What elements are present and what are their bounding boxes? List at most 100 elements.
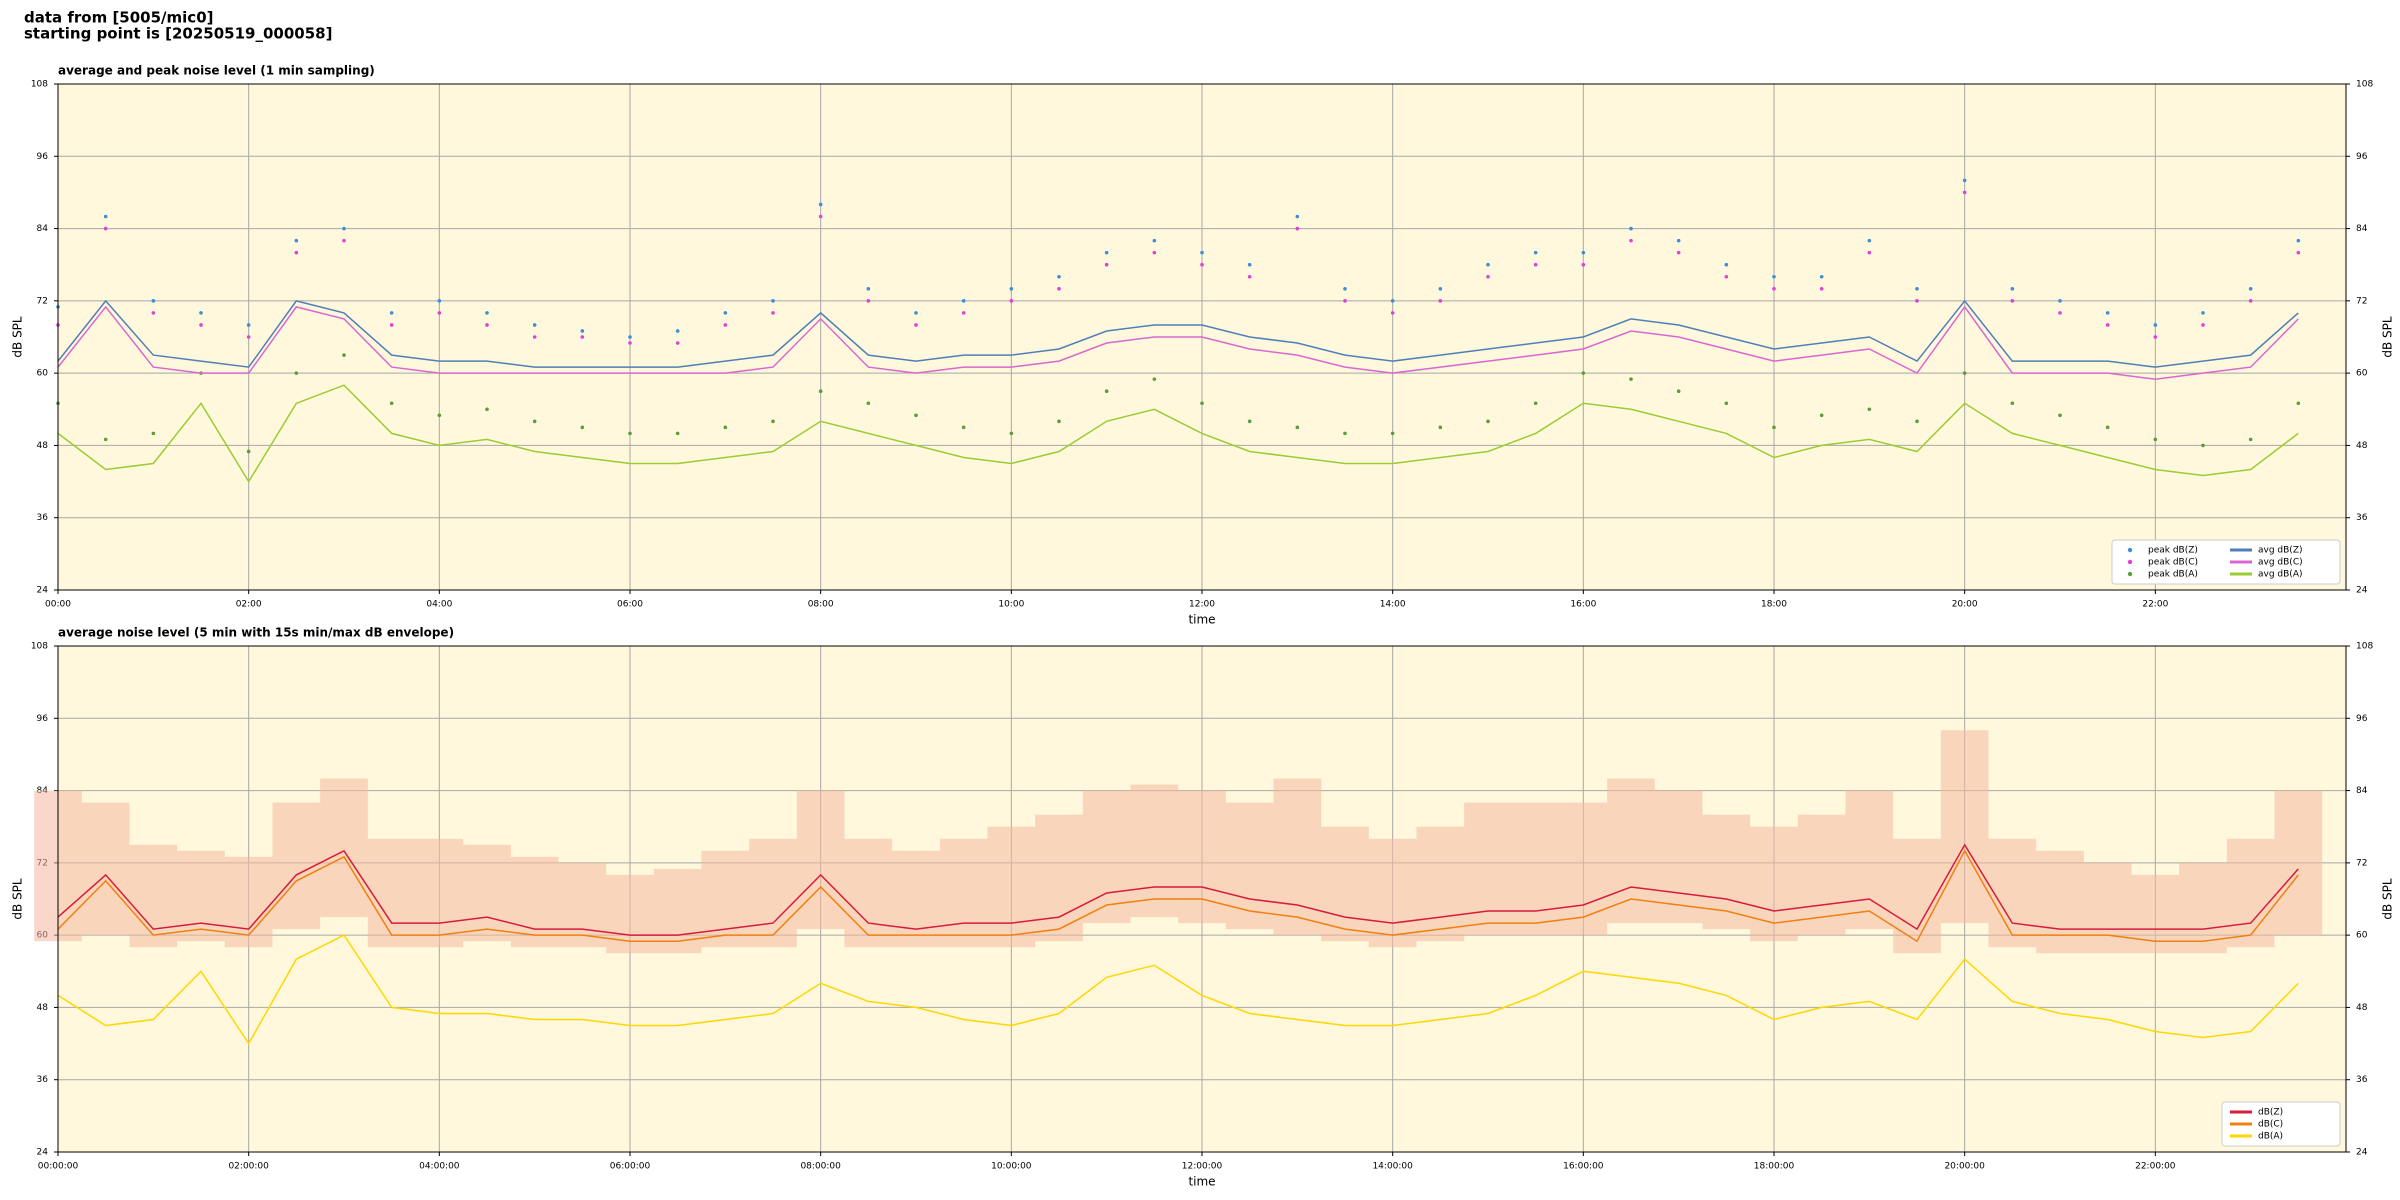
peak-marker: [1772, 274, 1776, 279]
peak-marker: [342, 238, 346, 243]
envelope-band: [939, 838, 988, 948]
envelope-band: [367, 838, 416, 948]
legend-label: dB(Z): [2258, 1108, 2283, 1118]
envelope-band: [892, 850, 940, 948]
x-tick-label: 06:00: [617, 600, 643, 610]
peak-marker: [1200, 250, 1204, 255]
peak-marker: [532, 323, 537, 327]
peak-marker: [723, 425, 728, 430]
envelope-band: [1845, 790, 1894, 930]
peak-marker: [818, 389, 823, 394]
peak-marker: [1152, 377, 1157, 381]
y-axis-label: dB SPL: [2381, 878, 2395, 920]
envelope-band: [2131, 874, 2180, 954]
peak-marker: [1152, 238, 1157, 243]
envelope-band: [2274, 790, 2323, 936]
peak-marker: [1057, 274, 1061, 279]
envelope-band: [1511, 802, 1560, 936]
envelope-band: [1654, 790, 1703, 924]
peak-marker: [1724, 262, 1729, 267]
x-tick-label: 22:00:00: [2135, 1162, 2176, 1172]
peak-marker: [1486, 274, 1490, 279]
peak-marker: [199, 311, 203, 315]
x-axis-label: time: [1188, 613, 1215, 627]
peak-marker: [580, 335, 585, 339]
peak-marker: [2248, 299, 2253, 303]
plot-frame: [57, 83, 2347, 591]
peak-marker: [914, 323, 918, 327]
envelope-band: [987, 826, 1036, 948]
peak-marker: [1343, 299, 1347, 303]
legend-label: dB(C): [2258, 1120, 2283, 1130]
peak-marker: [1819, 274, 1824, 279]
y-tick-label: 48: [2356, 1003, 2368, 1013]
peak-marker: [818, 202, 823, 207]
peak-marker: [1343, 287, 1347, 291]
envelope-band: [129, 844, 178, 948]
peak-marker: [2010, 299, 2015, 303]
y-tick-label: 48: [37, 1003, 49, 1013]
peak-marker: [1819, 413, 1824, 418]
y-axis-label: dB SPL: [11, 316, 25, 358]
peak-marker: [1200, 401, 1204, 406]
x-tick-label: 20:00:00: [1944, 1162, 1985, 1172]
peak-marker: [1247, 274, 1252, 279]
peak-marker: [151, 299, 156, 303]
envelope-band: [1988, 838, 2037, 948]
peak-marker: [818, 214, 823, 219]
y-tick-label: 96: [37, 714, 49, 724]
peak-marker: [2296, 401, 2301, 406]
series-line: [57, 305, 2299, 380]
envelope-band: [1368, 838, 1417, 948]
peak-marker: [2058, 413, 2062, 418]
peak-marker: [675, 341, 680, 345]
peak-marker: [771, 299, 775, 303]
peak-marker: [1629, 226, 1633, 231]
peak-marker: [1724, 274, 1729, 279]
envelope-band: [749, 838, 797, 948]
peak-marker: [1438, 287, 1443, 291]
series-line: [57, 299, 2299, 368]
peak-marker: [1629, 238, 1633, 243]
x-tick-label: 04:00:00: [419, 1162, 460, 1172]
y-tick-label: 72: [37, 296, 48, 306]
peak-marker: [1295, 425, 1300, 430]
envelope-band: [1940, 730, 1989, 924]
peak-marker: [437, 299, 442, 303]
peak-marker: [1867, 250, 1872, 255]
y-tick-label: 108: [2356, 80, 2373, 90]
x-tick-label: 18:00:00: [1754, 1162, 1795, 1172]
peak-marker: [723, 311, 728, 315]
envelope-band: [1750, 826, 1798, 942]
peak-marker: [628, 341, 632, 345]
peak-marker: [2153, 323, 2158, 327]
peak-marker: [866, 299, 871, 303]
x-tick-label: 14:00: [1380, 600, 1406, 610]
header-line: starting point is [20250519_000058]: [24, 25, 332, 43]
peak-marker: [1533, 401, 1538, 406]
peak-marker: [1676, 250, 1681, 255]
peak-marker: [1343, 431, 1347, 436]
x-tick-label: 20:00: [1952, 600, 1978, 610]
peak-marker: [485, 407, 489, 412]
peak-marker: [1676, 389, 1681, 394]
y-tick-label: 36: [37, 513, 49, 523]
legend-label: peak dB(C): [2148, 558, 2198, 568]
peak-marker: [1295, 214, 1300, 219]
y-axis-label: dB SPL: [2381, 316, 2395, 358]
y-tick-label: 108: [2356, 642, 2373, 652]
peak-marker: [1247, 419, 1252, 424]
peak-marker: [1629, 377, 1633, 381]
y-tick-label: 36: [2356, 513, 2368, 523]
peak-marker: [1057, 287, 1061, 291]
legend-label: dB(A): [2258, 1132, 2283, 1142]
peak-marker: [151, 431, 156, 436]
legend-label: avg dB(A): [2258, 570, 2302, 580]
peak-marker: [2105, 311, 2110, 315]
peak-marker: [1581, 262, 1586, 267]
y-tick-label: 84: [37, 224, 49, 234]
y-tick-label: 96: [2356, 152, 2368, 162]
x-tick-label: 12:00: [1189, 600, 1215, 610]
peak-marker: [342, 226, 346, 231]
